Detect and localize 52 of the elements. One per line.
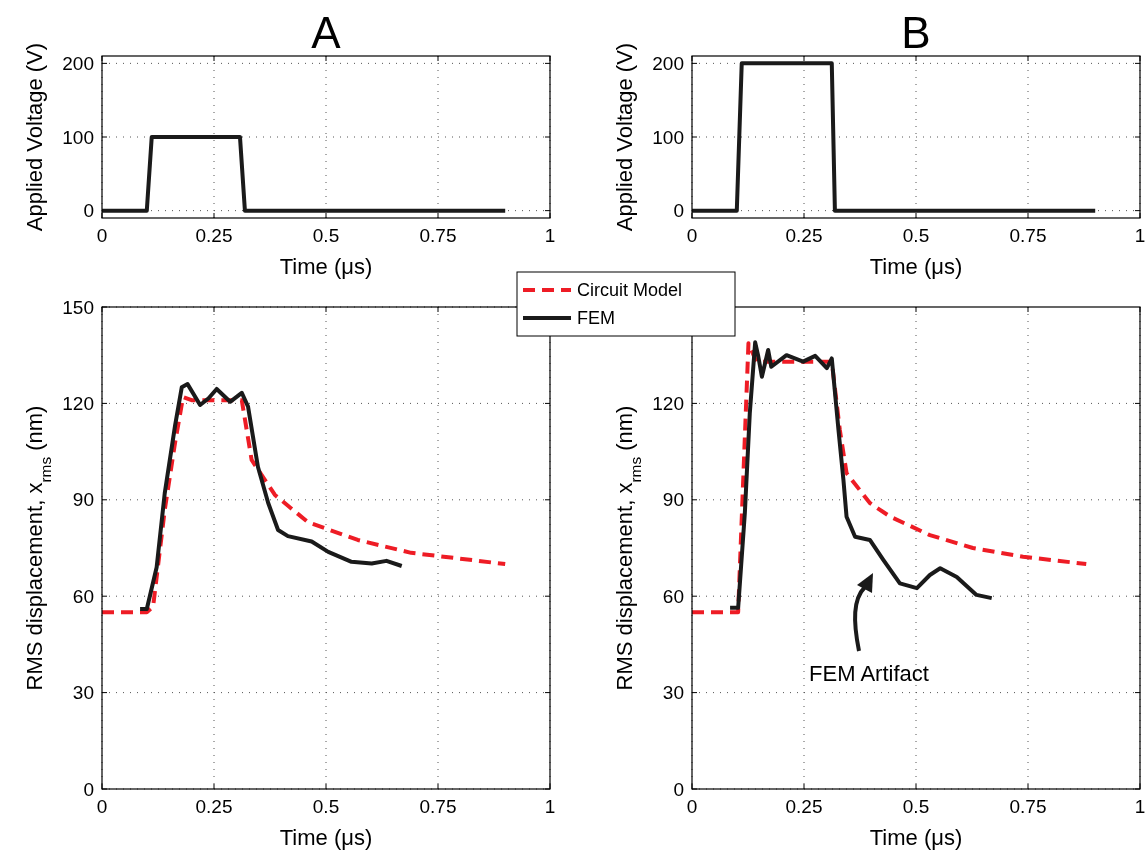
x-tick-label: 1	[544, 225, 556, 246]
x-tick-label: 0	[96, 225, 108, 246]
y-tick-label: 90	[72, 489, 94, 511]
annotation: FEM Artifact	[809, 661, 929, 686]
y-tick-label: 0	[83, 778, 94, 800]
y-axis-title: Applied Voltage (V)	[612, 42, 637, 232]
y-tick-label: 90	[662, 489, 684, 511]
line-series	[690, 341, 1089, 615]
x-tick-label: 0.75	[419, 796, 457, 817]
y-tick-label: 0	[83, 200, 94, 222]
x-tick-label: 0.25	[785, 225, 823, 246]
y-tick-label: 30	[72, 682, 94, 704]
x-tick-label: 0.5	[902, 225, 930, 246]
x-tick-label: 0.25	[195, 796, 233, 817]
x-tick-label: 1	[1134, 225, 1145, 246]
legend-label: Circuit Model	[577, 280, 683, 301]
y-tick-label: 150	[62, 296, 94, 318]
x-tick-label: 0.5	[312, 225, 340, 246]
y-tick-label: 60	[662, 585, 684, 607]
y-tick-label: 120	[652, 393, 684, 415]
y-tick-label: 200	[652, 53, 684, 75]
y-axis-title: Applied Voltage (V)	[22, 42, 47, 232]
x-tick-label: 0.75	[1009, 796, 1047, 817]
legend-label: FEM	[577, 308, 615, 329]
chart-title: A	[311, 8, 342, 57]
x-axis-title: Time (μs)	[279, 254, 373, 279]
x-tick-label: 0	[96, 796, 108, 817]
line-series	[138, 382, 404, 612]
chart-title: B	[901, 8, 931, 57]
line-series	[728, 340, 994, 610]
x-tick-label: 0	[686, 225, 698, 246]
x-tick-label: 0.75	[1009, 225, 1047, 246]
x-tick-label: 0.25	[785, 796, 823, 817]
y-tick-label: 100	[652, 126, 684, 148]
y-tick-label: 60	[72, 585, 94, 607]
x-tick-label: 0.5	[312, 796, 340, 817]
y-tick-label: 120	[62, 393, 94, 415]
y-tick-label: 0	[673, 200, 684, 222]
x-tick-label: 0.5	[902, 796, 930, 817]
x-axis-title: Time (μs)	[869, 825, 963, 850]
y-tick-label: 30	[662, 682, 684, 704]
x-axis-title: Time (μs)	[279, 825, 373, 850]
x-tick-label: 1	[544, 796, 556, 817]
x-tick-label: 0.25	[195, 225, 233, 246]
y-tick-label: 0	[673, 778, 684, 800]
y-tick-label: 100	[62, 126, 94, 148]
x-tick-label: 1	[1134, 796, 1145, 817]
x-axis-title: Time (μs)	[869, 254, 963, 279]
line-series	[100, 394, 508, 615]
x-tick-label: 0	[686, 796, 698, 817]
x-tick-label: 0.75	[419, 225, 457, 246]
y-tick-label: 200	[62, 53, 94, 75]
